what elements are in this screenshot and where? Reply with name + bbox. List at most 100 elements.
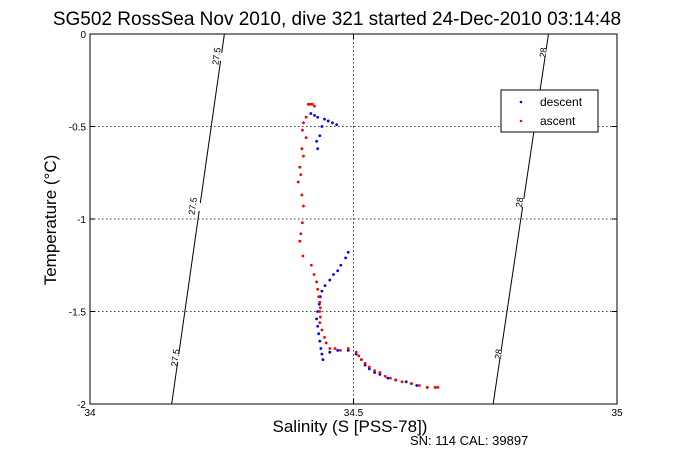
ascent-point	[300, 147, 304, 151]
y-tick-label: -0.5	[69, 123, 87, 134]
grid-lines	[90, 34, 617, 404]
legend-label-ascent: ascent	[540, 114, 576, 128]
ascent-point	[304, 115, 308, 119]
contour-label-background	[164, 352, 186, 364]
ascent-point	[313, 104, 316, 108]
series-descent	[309, 112, 437, 389]
density-contour-label: 27.5	[187, 197, 199, 216]
ascent-point	[338, 348, 342, 352]
ascent-point	[308, 102, 312, 106]
ascent-point	[309, 263, 313, 267]
ascent-point	[425, 385, 429, 389]
ascent-point	[318, 315, 322, 319]
descent-point	[315, 317, 319, 321]
descent-point	[404, 380, 408, 384]
ascent-point	[296, 180, 300, 184]
descent-point	[309, 112, 313, 115]
y-tick-label: -1.5	[69, 308, 87, 319]
x-tick-label: 35	[611, 408, 623, 419]
ascent-point	[298, 239, 302, 243]
legend: descent ascent	[500, 89, 599, 133]
contour-label-background	[487, 348, 509, 360]
ascent-point	[317, 295, 321, 299]
descent-point	[323, 284, 327, 287]
legend-marker-ascent	[519, 119, 523, 123]
ascent-point	[312, 273, 316, 276]
data-points	[296, 102, 440, 389]
ascent-point	[316, 287, 320, 291]
descent-point	[346, 250, 350, 254]
y-tick-label: -2	[77, 400, 86, 411]
ascent-point	[302, 121, 305, 125]
ascent-point	[346, 347, 350, 350]
descent-point	[336, 348, 340, 352]
ascent-point	[354, 350, 358, 354]
ascent-point	[324, 341, 328, 345]
descent-point	[323, 117, 326, 121]
ascent-point	[299, 173, 303, 177]
legend-box	[500, 89, 599, 133]
descent-point	[319, 347, 323, 350]
ascent-point	[323, 336, 326, 339]
ascent-point	[363, 361, 367, 365]
ascent-point	[300, 128, 304, 132]
ascent-point	[378, 371, 382, 374]
descent-point	[318, 339, 322, 343]
ascent-point	[318, 321, 322, 324]
descent-point	[344, 256, 347, 260]
ascent-point	[301, 254, 305, 258]
density-contour-label: 27.5	[210, 47, 222, 66]
ascent-point	[417, 384, 421, 387]
ascent-point	[400, 380, 404, 384]
descent-point	[339, 263, 343, 267]
ascent-point	[302, 154, 305, 158]
ascent-point	[318, 310, 322, 313]
y-axis-label: Temperature (°C)	[41, 155, 60, 286]
density-contour-label: 28	[493, 348, 504, 359]
ascent-point	[304, 136, 308, 140]
x-tick-label: 34	[84, 408, 96, 419]
descent-point	[318, 134, 322, 138]
legend-marker-descent	[519, 100, 523, 104]
ascent-point	[310, 102, 314, 106]
ascent-point	[320, 328, 324, 332]
ascent-point	[318, 306, 322, 310]
ascent-point	[433, 385, 437, 389]
descent-point	[415, 384, 419, 387]
ascent-point	[306, 102, 310, 106]
ascent-point	[367, 365, 371, 369]
descent-point	[321, 358, 325, 361]
descent-point	[316, 310, 320, 313]
ascent-point	[328, 347, 332, 350]
ascent-point	[373, 369, 376, 373]
density-contour-label: 28	[538, 47, 549, 58]
density-contour-label: 27.5	[169, 348, 181, 367]
density-contour-line	[171, 33, 225, 405]
ascent-point	[436, 385, 440, 389]
legend-label-descent: descent	[540, 95, 583, 109]
ascent-point	[298, 165, 302, 169]
descent-point	[320, 289, 324, 293]
descent-point	[313, 114, 316, 117]
ascent-point	[394, 378, 398, 382]
descent-point	[386, 376, 390, 380]
descent-point	[328, 350, 332, 354]
descent-point	[316, 115, 320, 119]
contour-label-background	[182, 200, 204, 212]
density-contour-label: 28	[514, 197, 525, 208]
descent-point	[335, 123, 339, 127]
x-tick-label: 34.5	[344, 408, 364, 419]
axis-ticks: 34 34.5 35 0 -0.5 -1 -1.5 -2	[69, 30, 623, 419]
descent-point	[328, 278, 332, 282]
ascent-point	[333, 347, 337, 350]
ascent-point	[300, 221, 304, 225]
descent-point	[331, 121, 334, 125]
ascent-point	[300, 193, 304, 197]
descent-point	[315, 139, 319, 143]
ascent-point	[299, 232, 303, 236]
ascent-point	[315, 280, 319, 284]
descent-point	[326, 119, 330, 123]
descent-point	[316, 147, 320, 151]
descent-point	[332, 273, 335, 276]
